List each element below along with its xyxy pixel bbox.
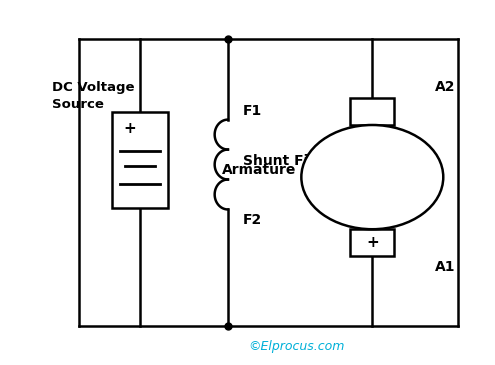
Text: Armature: Armature	[222, 163, 297, 177]
Text: A2: A2	[435, 80, 455, 95]
Bar	[350, 98, 395, 125]
Text: DC Voltage
Source: DC Voltage Source	[51, 81, 134, 111]
Text: ©Elprocus.com: ©Elprocus.com	[248, 339, 345, 353]
Text: Shunt Field: Shunt Field	[243, 154, 332, 168]
Text: A1: A1	[435, 260, 455, 274]
Text: +: +	[366, 235, 379, 250]
Bar	[112, 112, 168, 208]
Circle shape	[301, 125, 444, 229]
Text: F1: F1	[243, 104, 262, 118]
Text: +: +	[123, 121, 136, 136]
Bar	[350, 229, 395, 256]
Text: F2: F2	[243, 212, 262, 227]
